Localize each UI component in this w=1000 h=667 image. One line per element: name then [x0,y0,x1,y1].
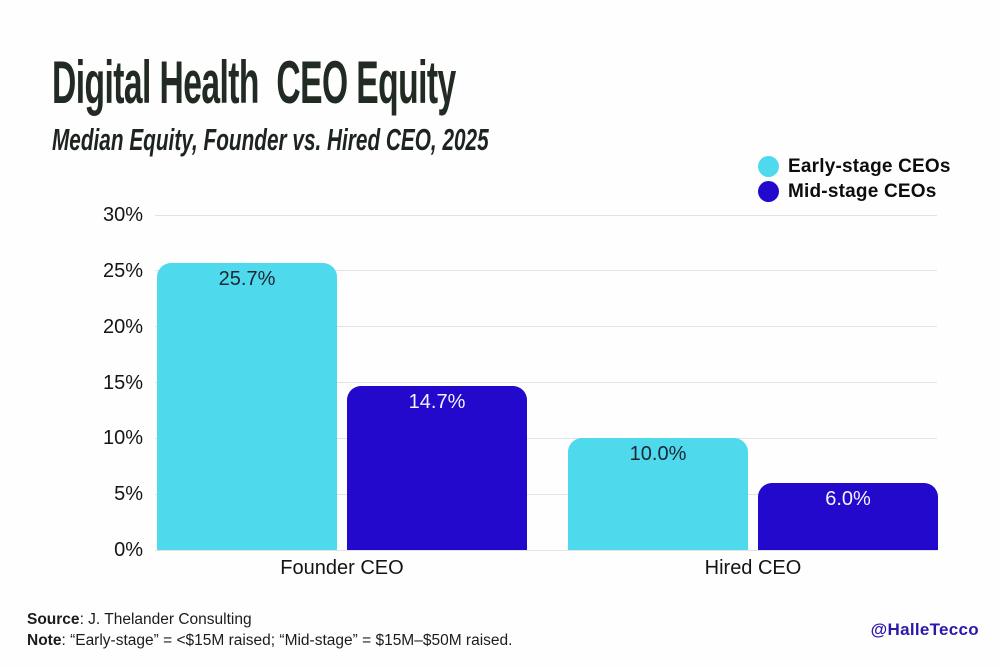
y-axis-tick-label: 10% [102,427,143,450]
chart-title: Digital Health CEO Equity [52,49,456,116]
y-axis-tick-label: 0% [114,539,143,561]
note-label: Note [27,632,62,649]
legend-item-mid-stage: Mid-stage CEOs [758,180,951,203]
legend-label-early-stage: Early-stage CEOs [788,155,951,177]
bar-early-stage-ceos-hired-ceo: 10.0% [568,438,748,550]
x-axis-label-founder-ceo: Founder CEO [280,557,404,579]
bar-value-label: 14.7% [408,390,466,413]
y-axis-tick-label: 5% [114,483,143,506]
legend-item-early-stage: Early-stage CEOs [758,155,951,178]
source-text: : J. Thelander Consulting [79,611,252,628]
gridline [155,549,937,551]
gridline [155,214,937,216]
y-axis-tick-label: 25% [102,259,143,282]
gridline [155,270,937,272]
note-text: : “Early-stage” = <$15M raised; “Mid-sta… [61,632,513,649]
credit-handle: @HalleTecco [870,620,979,639]
legend-label-mid-stage: Mid-stage CEOs [788,180,937,202]
note-line: Note: “Early-stage” = <$15M raised; “Mid… [27,630,512,651]
gridline [155,326,937,328]
y-axis-tick-label: 30% [102,204,143,226]
bar-mid-stage-ceos-hired-ceo: 6.0% [758,483,938,550]
x-axis-label-hired-ceo: Hired CEO [704,557,802,579]
bar-value-label: 25.7% [218,268,276,291]
bar-value-label: 10.0% [629,443,687,466]
early-stage-swatch-icon [758,156,779,177]
bar-value-label: 6.0% [825,488,871,510]
bar-mid-stage-ceos-founder-ceo: 14.7% [347,385,527,550]
source-line: Source: J. Thelander Consulting [27,609,512,630]
y-axis-tick-label: 20% [102,315,143,338]
chart-subtitle: Median Equity, Founder vs. Hired CEO, 20… [52,122,489,157]
source-label: Source [27,611,80,628]
bar-early-stage-ceos-founder-ceo: 25.7% [157,263,337,550]
legend: Early-stage CEOs Mid-stage CEOs [758,155,951,203]
mid-stage-swatch-icon [758,181,779,202]
footer-notes: Source: J. Thelander Consulting Note: “E… [27,609,512,651]
gridline [155,382,937,383]
gridline [155,493,937,495]
gridline [155,437,937,439]
y-axis-tick-label: 15% [102,371,143,394]
